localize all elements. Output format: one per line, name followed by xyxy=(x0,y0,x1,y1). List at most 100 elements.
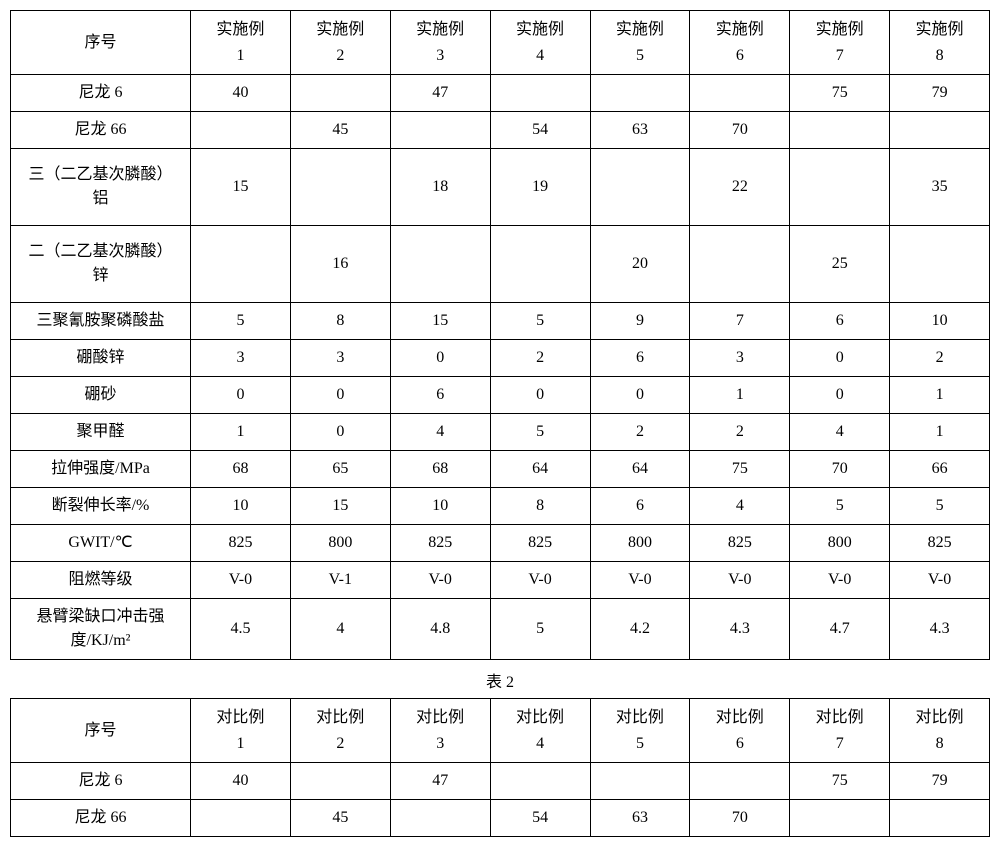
data-cell xyxy=(890,112,990,149)
table-row: 拉伸强度/MPa6865686464757066 xyxy=(11,451,990,488)
row-label-cell: 阻燃等级 xyxy=(11,562,191,599)
data-cell xyxy=(290,75,390,112)
data-cell: 4 xyxy=(390,414,490,451)
table-row: GWIT/℃825800825825800825800825 xyxy=(11,525,990,562)
header-cell: 实施例6 xyxy=(690,11,790,75)
data-cell xyxy=(390,226,490,303)
header-cell: 实施例7 xyxy=(790,11,890,75)
data-cell xyxy=(790,112,890,149)
data-cell xyxy=(690,226,790,303)
data-cell: 45 xyxy=(290,112,390,149)
table-header-row: 序号对比例1对比例2对比例3对比例4对比例5对比例6对比例7对比例8 xyxy=(11,699,990,763)
data-cell: 66 xyxy=(890,451,990,488)
header-cell: 实施例8 xyxy=(890,11,990,75)
row-label-cell: 尼龙 6 xyxy=(11,75,191,112)
data-cell: 825 xyxy=(191,525,291,562)
data-cell: 5 xyxy=(490,303,590,340)
data-cell: 825 xyxy=(890,525,990,562)
data-cell xyxy=(790,149,890,226)
data-cell: 64 xyxy=(490,451,590,488)
data-cell: 70 xyxy=(690,112,790,149)
data-cell: 65 xyxy=(290,451,390,488)
data-cell: 75 xyxy=(790,75,890,112)
data-cell: V-0 xyxy=(191,562,291,599)
data-cell: 5 xyxy=(890,488,990,525)
table-row: 悬臂梁缺口冲击强度/KJ/m²4.544.854.24.34.74.3 xyxy=(11,599,990,660)
data-cell: 15 xyxy=(290,488,390,525)
table-row: 三（二乙基次膦酸）铝1518192235 xyxy=(11,149,990,226)
data-cell: V-0 xyxy=(390,562,490,599)
data-cell: 1 xyxy=(191,414,291,451)
data-cell: 45 xyxy=(290,800,390,837)
data-cell: 0 xyxy=(390,340,490,377)
row-label-cell: 拉伸强度/MPa xyxy=(11,451,191,488)
data-cell: 70 xyxy=(790,451,890,488)
data-cell: 16 xyxy=(290,226,390,303)
data-cell: 825 xyxy=(690,525,790,562)
data-cell: 15 xyxy=(191,149,291,226)
data-cell: 0 xyxy=(290,377,390,414)
data-cell: 10 xyxy=(191,488,291,525)
data-cell: 40 xyxy=(191,763,291,800)
table-row: 三聚氰胺聚磷酸盐5815597610 xyxy=(11,303,990,340)
data-cell: 0 xyxy=(290,414,390,451)
data-cell xyxy=(390,112,490,149)
data-cell: 10 xyxy=(390,488,490,525)
data-cell: 0 xyxy=(191,377,291,414)
data-cell xyxy=(790,800,890,837)
data-cell: 79 xyxy=(890,75,990,112)
data-cell: 18 xyxy=(390,149,490,226)
data-cell: V-0 xyxy=(890,562,990,599)
data-cell: 4.3 xyxy=(690,599,790,660)
table-header-row: 序号实施例1实施例2实施例3实施例4实施例5实施例6实施例7实施例8 xyxy=(11,11,990,75)
data-cell: 6 xyxy=(790,303,890,340)
data-cell: 1 xyxy=(890,414,990,451)
data-cell xyxy=(590,149,690,226)
data-cell: 3 xyxy=(191,340,291,377)
data-cell: 54 xyxy=(490,112,590,149)
header-cell: 对比例8 xyxy=(890,699,990,763)
data-cell: 2 xyxy=(590,414,690,451)
row-label-cell: 尼龙 66 xyxy=(11,112,191,149)
data-cell xyxy=(590,763,690,800)
data-cell: 8 xyxy=(490,488,590,525)
data-cell: 10 xyxy=(890,303,990,340)
row-label-cell: 尼龙 66 xyxy=(11,800,191,837)
data-cell: 79 xyxy=(890,763,990,800)
data-cell: 4.7 xyxy=(790,599,890,660)
data-cell: 75 xyxy=(790,763,890,800)
data-cell: 15 xyxy=(390,303,490,340)
table-row: 硼酸锌33026302 xyxy=(11,340,990,377)
data-cell xyxy=(890,800,990,837)
data-cell: 3 xyxy=(690,340,790,377)
data-cell: 6 xyxy=(590,340,690,377)
data-cell: 54 xyxy=(490,800,590,837)
data-cell: 4 xyxy=(690,488,790,525)
data-cell: 9 xyxy=(590,303,690,340)
data-cell: 0 xyxy=(790,340,890,377)
table-2: 序号对比例1对比例2对比例3对比例4对比例5对比例6对比例7对比例8尼龙 640… xyxy=(10,698,990,837)
table-row: 二（二乙基次膦酸）锌162025 xyxy=(11,226,990,303)
header-cell: 对比例2 xyxy=(290,699,390,763)
data-cell: 2 xyxy=(490,340,590,377)
header-cell: 对比例3 xyxy=(390,699,490,763)
data-cell xyxy=(890,226,990,303)
data-cell xyxy=(191,800,291,837)
data-cell: 4.2 xyxy=(590,599,690,660)
data-cell xyxy=(191,112,291,149)
data-cell: 800 xyxy=(290,525,390,562)
table-row: 聚甲醛10452241 xyxy=(11,414,990,451)
data-cell xyxy=(390,800,490,837)
data-cell: 3 xyxy=(290,340,390,377)
table-2-caption: 表 2 xyxy=(10,660,990,698)
table-row: 尼龙 640477579 xyxy=(11,763,990,800)
table-1: 序号实施例1实施例2实施例3实施例4实施例5实施例6实施例7实施例8尼龙 640… xyxy=(10,10,990,660)
row-label-cell: 硼酸锌 xyxy=(11,340,191,377)
header-cell: 对比例4 xyxy=(490,699,590,763)
data-cell: 47 xyxy=(390,763,490,800)
data-cell: 6 xyxy=(390,377,490,414)
data-cell: V-0 xyxy=(590,562,690,599)
data-cell xyxy=(490,226,590,303)
data-cell: V-0 xyxy=(690,562,790,599)
table-row: 断裂伸长率/%10151086455 xyxy=(11,488,990,525)
